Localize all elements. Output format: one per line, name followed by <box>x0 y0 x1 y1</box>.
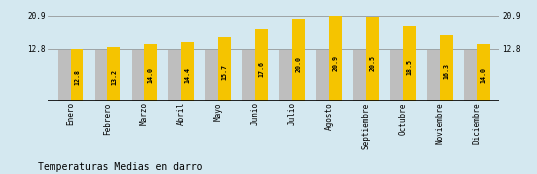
Text: 15.7: 15.7 <box>222 64 228 80</box>
Bar <box>242 50 256 101</box>
Bar <box>403 26 416 101</box>
Bar <box>57 50 70 101</box>
Bar <box>169 50 182 101</box>
Text: 14.0: 14.0 <box>148 67 154 83</box>
Text: 14.4: 14.4 <box>185 66 191 82</box>
Bar <box>256 29 268 101</box>
Text: Temperaturas Medias en darro: Temperaturas Medias en darro <box>38 162 202 172</box>
Text: 14.0: 14.0 <box>481 67 487 83</box>
Bar <box>329 16 342 101</box>
Bar <box>427 50 440 101</box>
Text: 20.5: 20.5 <box>370 55 376 71</box>
Bar <box>440 35 453 101</box>
Text: 17.6: 17.6 <box>259 61 265 77</box>
Bar <box>279 50 292 101</box>
Bar <box>390 50 403 101</box>
Bar <box>219 37 231 101</box>
Bar <box>182 42 194 101</box>
Bar <box>366 17 379 101</box>
Bar <box>465 50 477 101</box>
Text: 12.8: 12.8 <box>74 69 80 85</box>
Text: 20.9: 20.9 <box>333 55 339 71</box>
Text: 20.0: 20.0 <box>296 56 302 72</box>
Bar <box>206 50 219 101</box>
Text: 16.3: 16.3 <box>444 63 449 79</box>
Bar <box>95 50 107 101</box>
Bar <box>292 19 306 101</box>
Bar <box>477 44 490 101</box>
Bar <box>144 44 157 101</box>
Text: 13.2: 13.2 <box>111 69 117 85</box>
Bar <box>70 49 83 101</box>
Text: 18.5: 18.5 <box>407 59 413 75</box>
Bar <box>132 50 144 101</box>
Bar <box>107 47 120 101</box>
Bar <box>316 50 329 101</box>
Bar <box>353 50 366 101</box>
